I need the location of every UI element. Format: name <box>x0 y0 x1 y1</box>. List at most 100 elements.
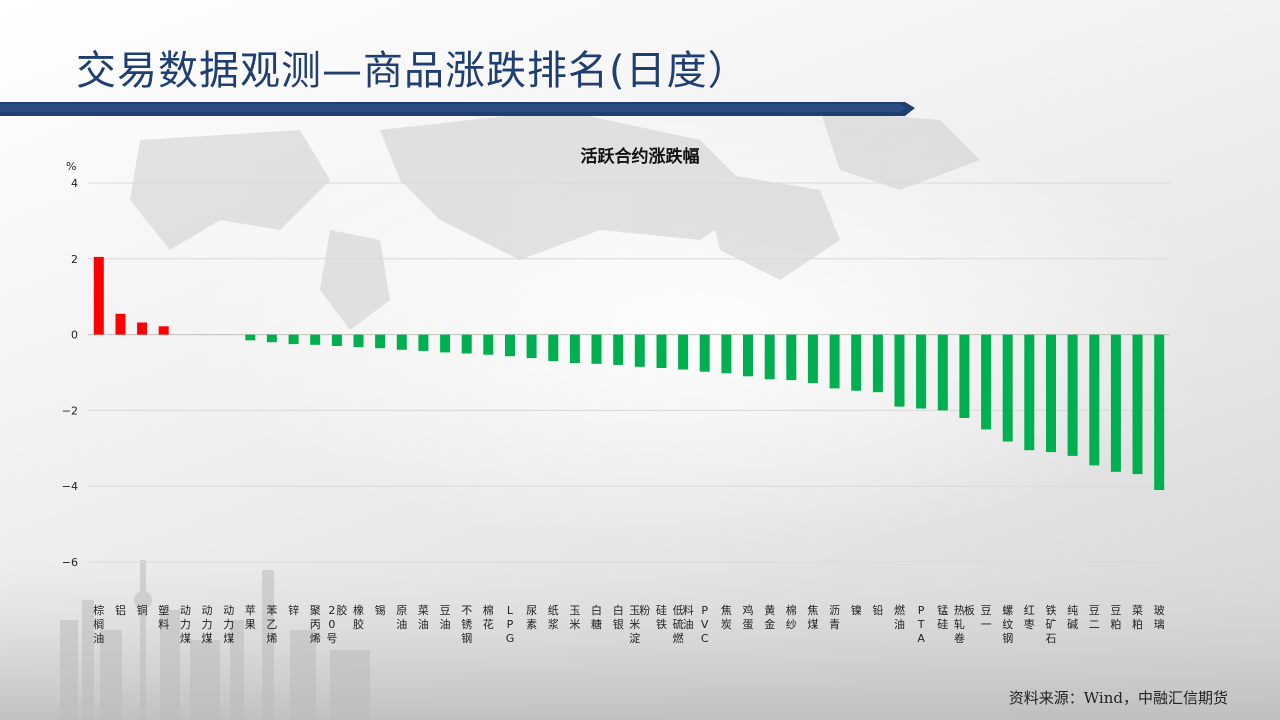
x-tick-label: 铅 <box>872 603 883 617</box>
bar <box>375 334 386 349</box>
x-tick-label: 棉花 <box>483 603 494 631</box>
bar <box>807 334 818 384</box>
x-tick-label: 低硫燃料油 <box>673 603 694 645</box>
bar <box>634 334 645 367</box>
x-tick-label: 锰硅 <box>937 603 948 631</box>
x-tick-label: 白银 <box>613 603 624 631</box>
bar <box>872 334 883 393</box>
x-tick-label: 铜 <box>137 603 148 617</box>
bar <box>266 334 277 343</box>
y-tick-label: −6 <box>62 556 78 569</box>
x-tick-label: 不锈钢 <box>461 604 472 645</box>
x-tick-label: 纯碱 <box>1067 604 1078 631</box>
bar <box>1067 334 1078 456</box>
bar <box>569 334 580 363</box>
source-note: 资料来源：Wind，中融汇信期货 <box>1008 689 1228 707</box>
x-tick-label: 动力煤 <box>180 604 191 645</box>
x-tick-label: 豆油 <box>440 604 451 631</box>
bar <box>786 334 797 381</box>
bar <box>548 334 559 362</box>
x-tick-label: 镍 <box>851 603 862 617</box>
bar <box>331 334 342 346</box>
x-tick-label: 苯乙烯 <box>266 603 277 645</box>
x-tick-label: 沥青 <box>829 604 840 631</box>
bar <box>418 334 429 351</box>
bar <box>483 334 494 355</box>
x-tick-label: 热轧卷板 <box>954 603 975 645</box>
skyline-decoration <box>60 560 370 720</box>
bar <box>656 334 667 368</box>
bar <box>1089 334 1100 466</box>
x-tick-label: 红枣 <box>1024 604 1035 631</box>
bar <box>959 334 970 418</box>
bar <box>699 334 710 372</box>
world-map-decoration <box>130 110 980 330</box>
bar <box>137 322 148 335</box>
bar <box>1110 334 1121 472</box>
x-tick-label: 棉纱 <box>786 603 797 631</box>
x-tick-label: 硅铁 <box>656 604 667 631</box>
x-tick-label: 玉米 <box>569 604 580 631</box>
x-tick-label: 塑料 <box>158 603 169 631</box>
x-tick-label: 苹果 <box>245 603 256 631</box>
x-tick-label: 鸡蛋 <box>743 603 754 631</box>
y-tick-label: −4 <box>62 480 78 493</box>
bar <box>93 256 104 335</box>
bar <box>526 334 537 359</box>
bar <box>894 334 905 407</box>
y-tick-label: 0 <box>71 329 78 342</box>
x-tick-label: 白糖 <box>591 603 602 631</box>
bar <box>115 313 126 335</box>
bar <box>678 334 689 370</box>
bar <box>851 334 862 391</box>
bar <box>764 334 775 380</box>
bar <box>353 334 364 348</box>
y-tick-label: −2 <box>62 404 78 417</box>
bar <box>1002 334 1013 442</box>
x-tick-label: 棕榈油 <box>93 603 104 645</box>
x-tick-label: 动力煤 <box>223 604 234 645</box>
x-tick-label: 豆粕 <box>1110 604 1121 631</box>
bar <box>721 334 732 374</box>
bar <box>981 334 992 430</box>
page-title: 交易数据观测—商品涨跌排名(日度） <box>76 48 749 94</box>
y-tick-label: 2 <box>71 253 78 266</box>
x-tick-label: 菜粕 <box>1132 604 1143 631</box>
x-tick-label: 焦炭 <box>721 604 732 631</box>
bar <box>613 334 624 365</box>
bar <box>288 334 299 345</box>
bar <box>440 334 451 353</box>
y-axis-unit: % <box>66 160 77 173</box>
x-tick-label: 燃油 <box>894 603 905 631</box>
bar <box>916 334 927 409</box>
bar <box>1024 334 1035 451</box>
bar <box>1132 334 1143 475</box>
bar <box>829 334 840 389</box>
x-tick-label: 铁矿石 <box>1046 604 1057 645</box>
bar <box>1046 334 1056 453</box>
x-tick-label: 纸浆 <box>548 604 559 631</box>
x-tick-label: 豆二 <box>1089 604 1100 631</box>
x-tick-label: 铝 <box>115 603 126 617</box>
x-tick-label: 菜油 <box>418 604 429 631</box>
x-tick-label: 动力煤 <box>202 604 213 645</box>
x-tick-label: 尿素 <box>526 604 537 631</box>
x-tick-label: 玉米淀粉 <box>629 604 650 645</box>
x-tick-label: 豆一 <box>981 604 992 631</box>
y-tick-label: 4 <box>71 177 78 190</box>
bar <box>505 334 515 357</box>
bar <box>245 334 256 341</box>
x-tick-label: 螺纹钢 <box>1002 604 1013 645</box>
x-tick-label: 黄金 <box>764 603 775 631</box>
bar <box>461 334 472 354</box>
x-tick-label: 锡 <box>375 603 386 617</box>
bar <box>396 334 407 350</box>
x-tick-label: 原油 <box>396 604 407 631</box>
x-tick-label: 2 0 号胶 <box>326 603 347 645</box>
bar <box>591 334 602 364</box>
